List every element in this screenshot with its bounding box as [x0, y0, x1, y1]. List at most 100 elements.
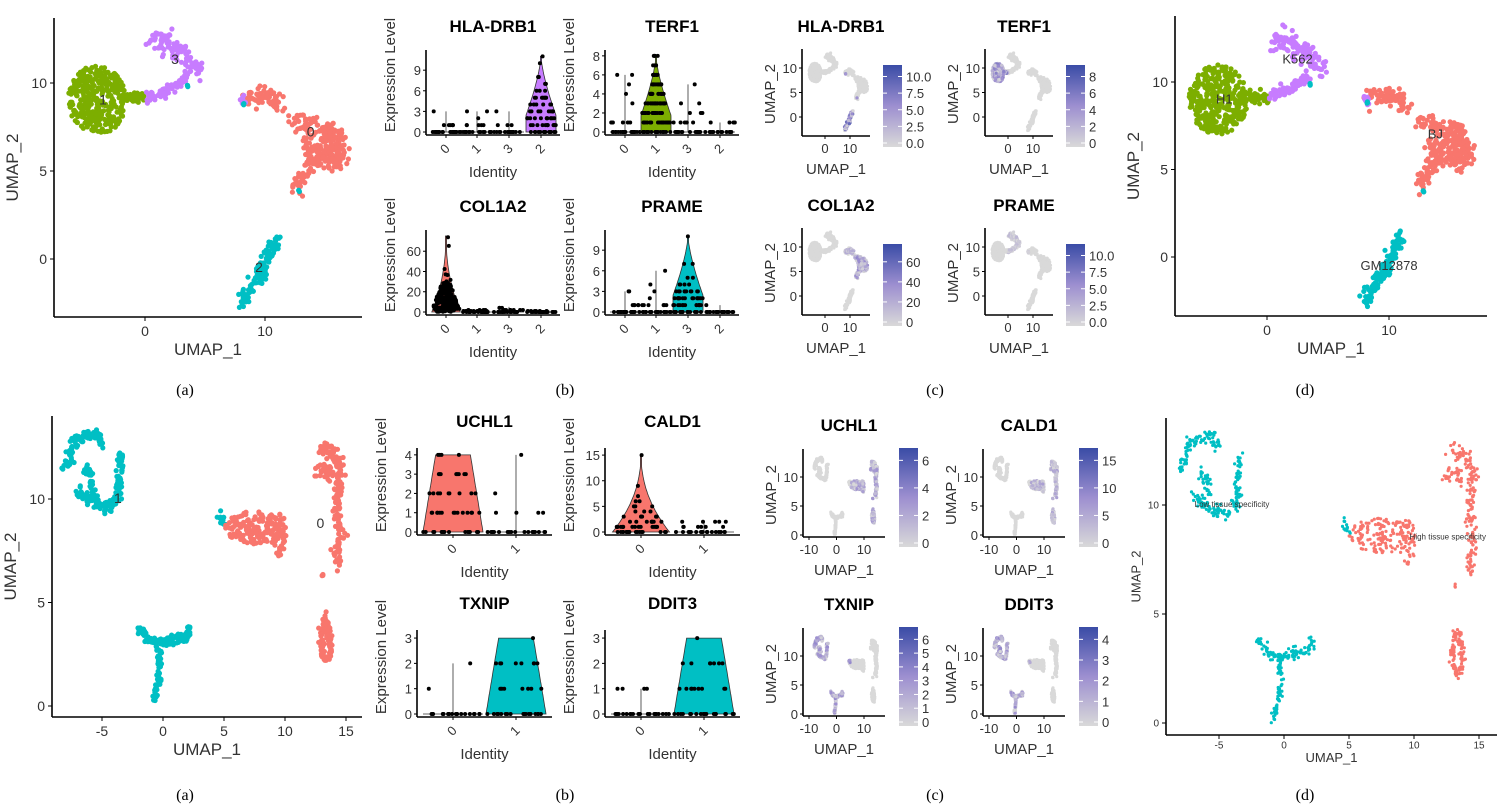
expression-dot [538, 130, 543, 134]
cell-point-cluster-0 [346, 146, 352, 152]
cell-point-cluster-1 [1195, 82, 1201, 88]
cell-point-cluster-0 [269, 90, 275, 97]
cell-point-cluster-0 [340, 535, 347, 541]
cell-point-cluster-2 [1361, 284, 1368, 290]
violin-group-3 [492, 109, 524, 134]
cell-point-cluster-0 [1457, 641, 1462, 645]
cell-point-cluster-0 [1373, 523, 1378, 527]
y-tick-label: 0 [39, 251, 47, 267]
cell-point-cluster-1 [158, 648, 164, 655]
cell-point-cluster-0 [1369, 542, 1373, 546]
cell-point-cluster-0 [1412, 554, 1416, 558]
expression-dot [655, 101, 660, 106]
cell-point-cluster-0 [1379, 517, 1383, 521]
cell-point-cluster-0 [1440, 119, 1446, 125]
cell-point-cluster-0 [286, 113, 292, 119]
cell-point-cluster-0 [1454, 452, 1458, 456]
expression-dot [655, 111, 660, 115]
cell-point-cluster-1 [86, 93, 92, 99]
cell-point-cluster-1 [67, 452, 73, 458]
expression-dot [720, 130, 725, 134]
y-tick-label: 0 [1160, 249, 1168, 265]
cell-point-cluster-3 [183, 43, 189, 50]
expression-dot [528, 102, 533, 107]
cluster-label: 3 [171, 51, 179, 67]
expression-dot [643, 310, 648, 314]
expression-dot [632, 130, 637, 134]
cell-point-cluster-2 [1364, 303, 1371, 310]
cell-point-cluster-0 [1358, 541, 1362, 545]
expression-dot [648, 91, 653, 96]
cell-point-cluster-0 [1470, 517, 1475, 521]
cell-point-cluster-1 [85, 104, 91, 110]
cell-point-cluster-0 [1469, 523, 1473, 527]
cell-point-cluster-0 [1450, 645, 1454, 650]
expression-dot [663, 268, 668, 273]
cell-point-cluster-0 [321, 165, 327, 171]
cell-point-cluster-0 [1408, 554, 1412, 559]
cell-point-cluster-2 [277, 234, 283, 240]
cell-point-cluster-0 [246, 90, 252, 96]
cell-point-cluster-0 [1468, 492, 1472, 496]
cell-point-cluster-0 [1469, 502, 1473, 507]
cell-point-cluster-0 [329, 642, 335, 648]
y-axis-title: UMAP_2 [1128, 550, 1143, 602]
violin-group-0 [609, 72, 642, 134]
cell-point-cluster-0 [1401, 546, 1406, 550]
cell-point-cluster-3 [1317, 73, 1323, 79]
cell-point-cluster-0 [260, 514, 266, 520]
cell-point-cluster-1 [107, 128, 113, 134]
cell-point-cluster-1 [112, 79, 118, 85]
cell-point-cluster-0 [1395, 520, 1399, 525]
cell-point-cluster-1 [184, 635, 190, 641]
cell-point-cluster-0 [1420, 181, 1426, 187]
expression-dot [645, 130, 650, 134]
cell-point-cluster-1 [104, 83, 110, 89]
expression-dot [661, 303, 666, 308]
expression-dot [648, 120, 652, 125]
cell-point-cluster-1 [1215, 514, 1219, 518]
cell-point-cluster-0 [1452, 441, 1457, 445]
cell-point-cluster-0 [334, 475, 341, 481]
x-tick-label: 10 [277, 723, 293, 739]
cluster-label: BJ [1428, 127, 1443, 142]
cell-point-cluster-1 [1312, 639, 1316, 643]
cell-point-cluster-1 [91, 94, 97, 100]
cell-point-cluster-1 [102, 511, 108, 517]
expression-dot [653, 310, 658, 314]
expression-dot [700, 111, 705, 115]
cell-point-cluster-1 [1233, 462, 1237, 466]
cell-point-cluster-1 [1273, 711, 1277, 715]
violin-group-1 [640, 268, 673, 314]
scatter-points [1186, 22, 1477, 310]
cell-point-cluster-0 [276, 553, 282, 559]
expression-dot [478, 130, 483, 134]
cell-point-cluster-0 [1372, 533, 1376, 537]
cell-point-cluster-0 [1473, 516, 1477, 520]
expression-dot [708, 130, 713, 134]
cell-point-cluster-0 [1451, 658, 1455, 663]
expression-dot [467, 130, 472, 134]
expression-dot [476, 123, 481, 128]
cell-point-cluster-0 [303, 142, 309, 149]
x-tick-label: 1 [647, 141, 663, 157]
cell-point-cluster-1 [102, 73, 108, 79]
cell-point-cluster-0 [229, 525, 236, 531]
cell-point-cluster-0 [305, 130, 311, 136]
cell-point-cluster-1 [156, 637, 162, 643]
y-tick-label: 0 [1153, 719, 1159, 730]
cell-point-cluster-1 [106, 109, 112, 115]
cell-point-cluster-0 [1384, 517, 1388, 522]
cell-point-cluster-1 [1307, 645, 1311, 649]
cell-point-cluster-2 [1390, 247, 1396, 253]
violin-group-2 [525, 309, 558, 314]
expression-dot [533, 95, 538, 100]
cell-point-cluster-0 [1399, 550, 1403, 555]
cell-point-cluster-0 [249, 522, 255, 528]
y-tick-label: 2 [593, 106, 600, 121]
expression-dot [612, 310, 616, 314]
expression-dot [610, 120, 615, 125]
cell-point-cluster-0 [262, 84, 268, 90]
cell-point-cluster-0 [1383, 541, 1388, 545]
expression-dot [545, 123, 550, 128]
